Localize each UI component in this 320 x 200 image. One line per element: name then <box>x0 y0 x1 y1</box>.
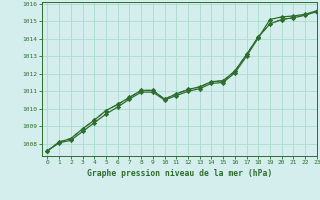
X-axis label: Graphe pression niveau de la mer (hPa): Graphe pression niveau de la mer (hPa) <box>87 169 272 178</box>
